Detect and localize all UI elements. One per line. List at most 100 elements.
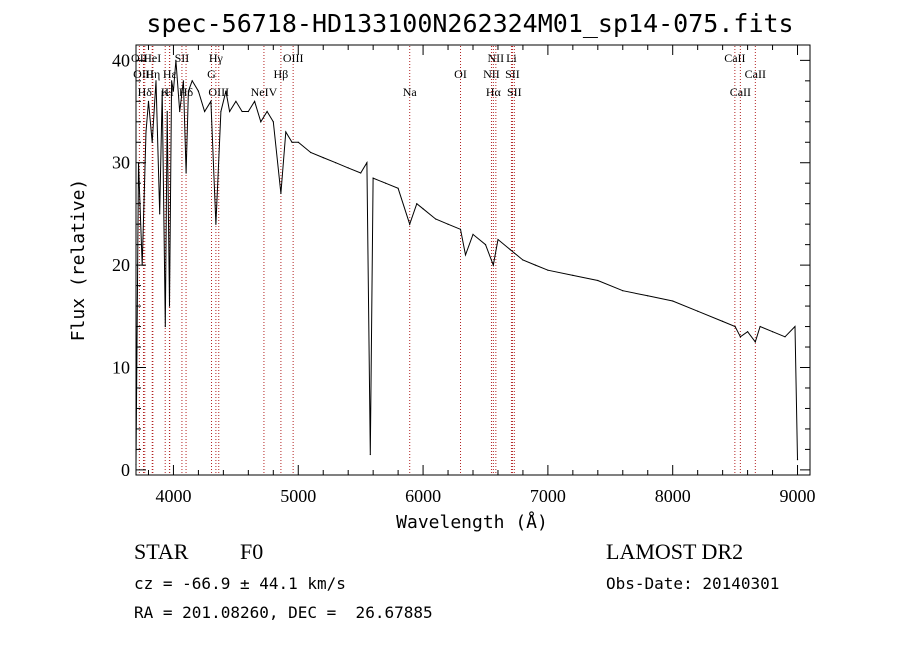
data-point-56 [484, 244, 487, 246]
data-point-72 [747, 331, 749, 333]
y-tick-label-0: 0 [121, 460, 130, 480]
data-point-12 [171, 80, 173, 82]
data-point-29 [247, 110, 249, 113]
data-point-14 [175, 59, 177, 62]
data-point-13 [172, 90, 174, 92]
data-point-58 [497, 238, 499, 241]
data-point-26 [229, 110, 231, 113]
line-label-24: CaII [724, 51, 745, 65]
data-point-34 [280, 192, 282, 195]
data-point-5 [151, 141, 153, 143]
x-tick-label-4: 8000 [655, 486, 691, 506]
data-point-4 [147, 100, 150, 102]
data-point-23 [215, 223, 217, 225]
data-point-36 [291, 141, 293, 143]
data-point-32 [266, 110, 268, 113]
line-label-22: Hα [486, 85, 502, 99]
data-point-31 [260, 121, 262, 123]
data-point-10 [166, 110, 168, 113]
y-tick-label-4: 40 [112, 50, 130, 70]
y-tick-label-3: 30 [112, 153, 130, 173]
data-point-53 [459, 228, 462, 230]
data-point-35 [285, 131, 287, 133]
line-label-13: OIII [283, 51, 304, 65]
data-point-6 [155, 80, 157, 82]
data-point-75 [772, 331, 774, 333]
data-point-64 [597, 279, 599, 282]
data-point-15 [179, 110, 181, 113]
data-point-45 [372, 177, 374, 179]
line-label-10: Hγ [209, 51, 224, 65]
data-point-62 [547, 269, 549, 271]
data-point-60 [522, 259, 524, 261]
data-point-25 [225, 90, 227, 92]
survey-name: LAMOST DR2 [606, 539, 744, 564]
data-point-73 [754, 341, 756, 343]
x-tick-label-2: 6000 [405, 486, 441, 506]
coordinates-readout: RA = 201.08260, DEC = 26.67885 [134, 603, 433, 622]
data-point-48 [409, 223, 411, 225]
plot-frame [135, 44, 811, 476]
data-point-39 [322, 157, 324, 159]
spectrum-line [135, 60, 798, 465]
data-point-3 [145, 131, 147, 133]
data-point-77 [794, 325, 796, 328]
y-axis-label: Flux (relative) [68, 179, 89, 342]
line-label-20: NII [483, 67, 500, 81]
data-point-67 [672, 300, 674, 302]
x-tick-label-5: 9000 [780, 486, 816, 506]
x-axis-ticks: 4000 5000 6000 7000 8000 9000 [147, 45, 816, 506]
object-subclass: F0 [240, 539, 264, 564]
spectrum-trace [135, 59, 799, 466]
data-point-42 [360, 172, 362, 174]
line-label-16: Na [403, 85, 418, 99]
data-point-8 [161, 90, 163, 92]
data-point-41 [347, 167, 349, 169]
data-point-74 [759, 325, 761, 328]
data-point-37 [297, 141, 299, 143]
line-label-21: SII [505, 67, 520, 81]
redshift-readout: cz = -66.9 ± 44.1 km/s [134, 574, 346, 593]
x-axis-label: Wavelength (Å) [396, 511, 548, 533]
line-label-12: OIII [208, 85, 229, 99]
data-point-66 [647, 295, 649, 297]
data-point-18 [187, 90, 189, 92]
observation-date: Obs-Date: 20140301 [606, 574, 780, 593]
data-point-21 [204, 110, 206, 113]
data-point-76 [784, 336, 786, 338]
data-point-52 [447, 223, 449, 225]
line-label-25: CaII [745, 67, 766, 81]
data-point-22 [210, 100, 212, 102]
line-label-23: SII [507, 85, 522, 99]
data-point-27 [235, 100, 237, 102]
line-label-14: Hβ [274, 67, 289, 81]
data-point-50 [422, 208, 424, 210]
x-tick-label-0: 4000 [155, 486, 191, 506]
line-label-8: H [165, 85, 174, 99]
data-point-65 [622, 290, 624, 292]
data-point-44 [369, 453, 371, 456]
data-point-19 [191, 80, 193, 82]
y-tick-label-1: 10 [112, 358, 130, 378]
data-point-38 [310, 151, 312, 154]
data-point-59 [509, 249, 511, 251]
object-class: STAR [134, 539, 189, 564]
line-label-6: SII [175, 51, 190, 65]
data-point-49 [416, 203, 418, 205]
data-point-24 [220, 110, 222, 113]
data-point-71 [739, 336, 742, 338]
data-point-11 [168, 305, 171, 307]
data-point-40 [335, 162, 337, 164]
line-label-19: Li [506, 51, 517, 65]
data-point-28 [241, 110, 243, 113]
data-point-47 [397, 187, 399, 189]
data-point-55 [472, 233, 474, 235]
data-point-78 [796, 459, 799, 461]
data-point-9 [164, 325, 166, 328]
data-point-7 [159, 213, 161, 215]
line-label-11: G [207, 67, 216, 81]
y-axis-ticks: 0 10 20 30 40 [112, 50, 810, 480]
data-point-43 [366, 162, 368, 164]
